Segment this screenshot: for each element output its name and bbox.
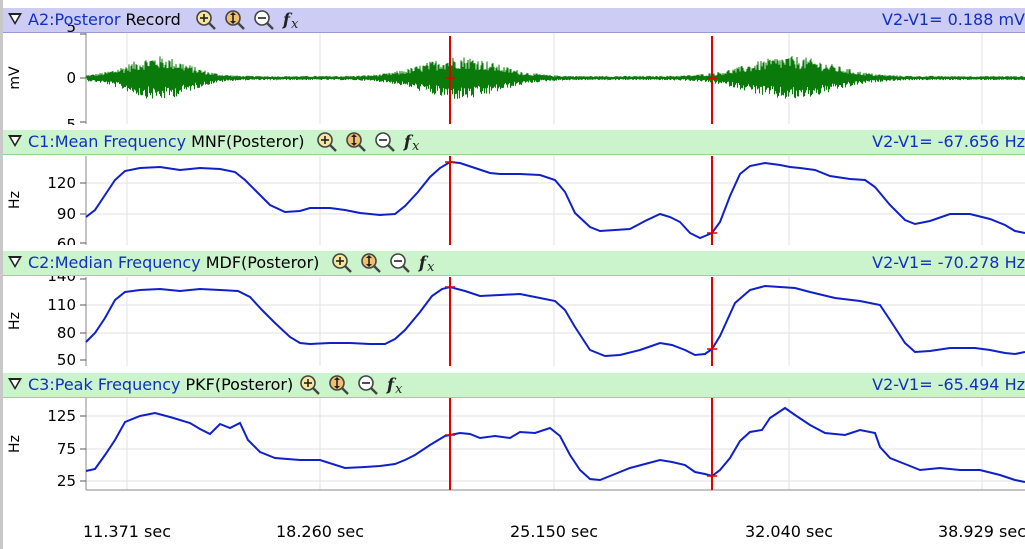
zoom-out-icon[interactable] <box>357 374 379 396</box>
channel-name: A2:Posteror <box>28 10 121 29</box>
y-axis-unit-label: Hz <box>7 435 23 453</box>
y-tick-label: 25 <box>56 472 76 490</box>
zoom-fit-icon[interactable] <box>360 252 382 274</box>
channel-function: PKF(Posteror) <box>185 375 294 394</box>
svg-text:x: x <box>412 139 420 153</box>
zoom-in-icon[interactable] <box>299 374 321 396</box>
collapse-triangle-icon[interactable] <box>8 135 22 147</box>
pkf-trace <box>85 406 1025 483</box>
svg-text:f: f <box>386 376 397 395</box>
channel-name: C1:Mean Frequency <box>28 132 187 151</box>
channel-function: Record <box>125 10 181 29</box>
channel-measurement: V2-V1= -65.494 Hz <box>872 375 1025 394</box>
zoom-in-icon[interactable] <box>195 9 217 31</box>
svg-text:f: f <box>282 11 293 30</box>
y-tick-label: 0 <box>66 69 76 87</box>
collapse-triangle-icon[interactable] <box>8 378 22 390</box>
y-tick-label: 125 <box>47 407 76 425</box>
y-axis-unit-label: mV <box>7 66 23 90</box>
y-tick-label: 90 <box>56 205 76 223</box>
channel-function: MDF(Posteror) <box>205 253 320 272</box>
svg-text:f: f <box>403 133 414 152</box>
zoom-out-icon[interactable] <box>389 252 411 274</box>
collapse-triangle-icon[interactable] <box>8 13 22 25</box>
x-tick-label: 32.040 sec <box>744 522 834 541</box>
x-tick-label: 18.260 sec <box>275 522 365 541</box>
mdf-trace <box>85 284 1025 358</box>
y-tick-label: 110 <box>47 296 76 314</box>
y-tick-label: 120 <box>47 174 76 192</box>
collapse-triangle-icon[interactable] <box>8 256 22 268</box>
y-tick-label: 140 <box>47 276 76 285</box>
y-tick-label: 80 <box>56 324 76 342</box>
channel-name: C2:Median Frequency <box>28 253 201 272</box>
cursor-markers <box>445 77 717 477</box>
x-tick-label: 25.150 sec <box>509 522 599 541</box>
y-axis-unit-label: Hz <box>7 312 23 330</box>
zoom-in-icon[interactable] <box>331 252 353 274</box>
zoom-in-icon[interactable] <box>316 131 338 153</box>
y-axis-unit-label: Hz <box>7 191 23 209</box>
svg-text:x: x <box>291 17 299 31</box>
svg-text:x: x <box>427 260 435 274</box>
y-tick-label: 50 <box>56 351 76 369</box>
y-tick-label: 75 <box>56 440 76 458</box>
channel-function: MNF(Posteror) <box>191 132 305 151</box>
channel-measurement: V2-V1= -70.278 Hz <box>872 253 1025 272</box>
y-tick-label: -5 <box>61 116 76 125</box>
mnf-trace <box>85 160 1025 240</box>
svg-text:f: f <box>418 254 429 273</box>
y-tick-label: 5 <box>66 25 76 35</box>
zoom-fit-icon[interactable] <box>328 374 350 396</box>
zoom-fit-icon[interactable] <box>224 9 246 31</box>
x-tick-label: 38.929 sec <box>937 522 1025 541</box>
zoom-fit-icon[interactable] <box>345 131 367 153</box>
channel-measurement: V2-V1= 0.188 mV <box>882 10 1025 29</box>
channel-measurement: V2-V1= -67.656 Hz <box>872 132 1025 151</box>
svg-text:x: x <box>395 382 403 396</box>
zoom-out-icon[interactable] <box>374 131 396 153</box>
zoom-out-icon[interactable] <box>253 9 275 31</box>
window-left-edge <box>0 0 3 549</box>
y-tick-label: 60 <box>56 235 76 245</box>
emg-trace <box>85 56 1025 99</box>
x-tick-label: 11.371 sec <box>82 522 172 541</box>
channel-name: C3:Peak Frequency <box>28 375 181 394</box>
